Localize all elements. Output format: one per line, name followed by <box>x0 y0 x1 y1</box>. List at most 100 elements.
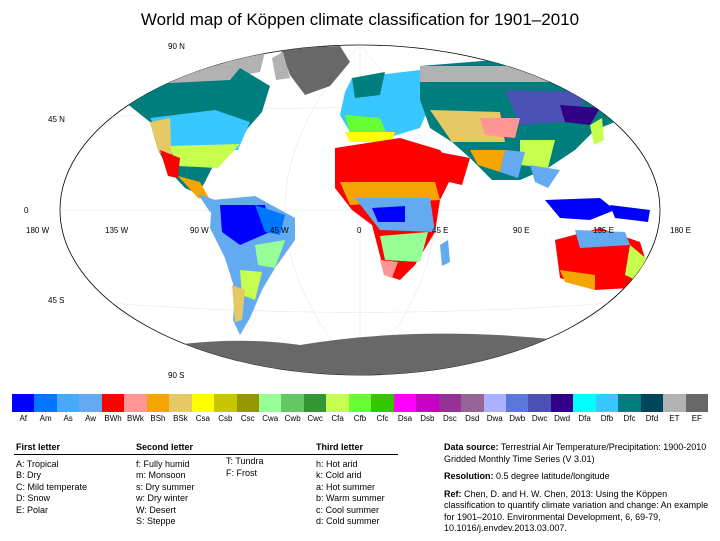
first-letter-heading: First letter <box>16 442 61 452</box>
legend-code: Cfa <box>331 414 344 423</box>
legend-code: Dwa <box>486 414 503 423</box>
legend-code: Dsb <box>420 414 435 423</box>
legend-code: Csa <box>195 414 210 423</box>
legend-code: Dwc <box>531 414 548 423</box>
legend-code: Dsc <box>442 414 457 423</box>
third-letter-heading: Third letter <box>316 442 364 452</box>
legend-swatch <box>56 394 80 412</box>
legend-swatch <box>640 394 664 412</box>
legend-swatch <box>685 394 709 412</box>
second-letter-item: W: Desert <box>136 504 176 515</box>
second-letter-item: S: Steppe <box>136 516 176 526</box>
legend-code: Dsd <box>465 414 480 423</box>
legend-code: BWh <box>104 414 122 423</box>
legend-code: Cfb <box>353 414 367 423</box>
antarctica <box>60 333 660 375</box>
legend-code: Cwb <box>284 414 301 423</box>
info-panel: Data source: Terrestrial Air Temperature… <box>444 442 716 541</box>
data-source: Data source: Terrestrial Air Temperature… <box>444 442 716 465</box>
legend-code: Dwd <box>554 414 571 423</box>
legend-code: BSh <box>150 414 166 423</box>
second-letter-column-b: T: Tundra F: Frost <box>226 456 264 479</box>
legend-swatch <box>393 394 417 412</box>
legend-swatch <box>528 394 551 412</box>
legend-swatch <box>146 394 170 412</box>
legend-swatch <box>461 394 484 412</box>
legend-swatch <box>79 394 102 412</box>
legend-swatch <box>236 394 259 412</box>
third-letter-item: k: Cold arid <box>316 470 362 480</box>
legend-code: BWk <box>127 414 144 423</box>
legend-code: ET <box>669 414 680 423</box>
legend-code: Cfc <box>376 414 389 423</box>
third-letter-item: c: Cool summer <box>316 504 380 515</box>
second-letter-heading: Second letter <box>136 442 194 452</box>
legend-swatch <box>483 394 506 412</box>
lon-label: 135 W <box>105 226 129 235</box>
legend-code: Dwb <box>509 414 526 423</box>
legend-code: Dfd <box>645 414 659 423</box>
legend-swatch <box>348 394 372 412</box>
legend-swatch <box>550 394 574 412</box>
legend-code: EF <box>691 414 702 423</box>
data-source-label: Data source: <box>444 442 499 452</box>
legend-swatch <box>258 394 282 412</box>
resolution-label: Resolution: <box>444 471 494 481</box>
legend-swatch <box>326 394 349 412</box>
lon-label: 135 E <box>593 226 614 235</box>
greenland <box>280 46 350 95</box>
third-letter-item: b: Warm summer <box>316 493 385 503</box>
third-letter-item: d: Cold summer <box>316 516 380 526</box>
second-letter-item: T: Tundra <box>226 456 264 466</box>
legend-code: Af <box>19 414 27 423</box>
legend-swatch <box>169 394 192 412</box>
land-areas <box>60 45 660 375</box>
legend-swatch <box>214 394 237 412</box>
legend-swatch <box>438 394 462 412</box>
legend-code: Cwa <box>262 414 279 423</box>
legend-swatch <box>618 394 641 412</box>
lon-label: 45 E <box>432 226 448 235</box>
legend-code: Csb <box>218 414 233 423</box>
latitude-labels: 90 N 45 N 0 45 S 90 S <box>24 42 185 380</box>
third-letter-item: a: Hot summer <box>316 481 376 492</box>
lat-label: 45 N <box>48 115 65 124</box>
legend-swatch <box>34 394 57 412</box>
legend-code: Am <box>39 414 52 423</box>
second-letter-item: w: Dry winter <box>136 493 189 503</box>
lat-label: 90 N <box>168 42 185 51</box>
first-letter-column: First letter A: Tropical B: Dry C: Mild … <box>16 442 87 516</box>
legend-swatch <box>12 394 35 412</box>
lon-label: 0 <box>357 226 362 235</box>
first-letter-item: B: Dry <box>16 470 42 480</box>
resolution: Resolution: 0.5 degree latitude/longitud… <box>444 471 716 483</box>
world-climate-map: 90 N 45 N 0 45 S 90 S 180 W 135 W 90 W 4… <box>24 42 691 380</box>
legend-code: Dsa <box>397 414 413 423</box>
lon-label: 180 W <box>26 226 50 235</box>
legend-code: Dfb <box>600 414 614 423</box>
reference-text: Chen, D. and H. W. Chen, 2013: Using the… <box>444 488 709 534</box>
first-letter-item: E: Polar <box>16 504 49 515</box>
lat-label: 0 <box>24 206 29 215</box>
third-letter-item: h: Hot arid <box>316 458 358 469</box>
second-letter-column: Second letter f: Fully humid m: Monsoon … <box>136 442 195 528</box>
legend-swatch <box>124 394 147 412</box>
data-source-text: Terrestrial Air Temperature/Precipitatio… <box>444 442 707 464</box>
reference-label: Ref: <box>444 488 462 499</box>
first-letter-item: A: Tropical <box>16 458 59 469</box>
lon-label: 45 W <box>270 226 289 235</box>
legend-code: Csc <box>240 414 255 423</box>
first-letter-item: C: Mild temperate <box>16 481 88 492</box>
legend-code: BSk <box>173 414 188 423</box>
legend-code: Cwc <box>307 414 323 423</box>
first-letter-item: D: Snow <box>16 493 51 503</box>
legend-color-bar <box>12 394 709 412</box>
lat-label: 90 S <box>168 371 184 380</box>
second-letter-item: m: Monsoon <box>136 470 186 480</box>
resolution-text: 0.5 degree latitude/longitude <box>496 471 610 481</box>
longitude-labels: 180 W 135 W 90 W 45 W 0 45 E 90 E 135 E … <box>26 226 691 235</box>
legend-swatch <box>663 394 686 412</box>
legend-swatch <box>416 394 439 412</box>
lon-label: 90 E <box>513 226 529 235</box>
legend-code: Aw <box>85 414 97 423</box>
